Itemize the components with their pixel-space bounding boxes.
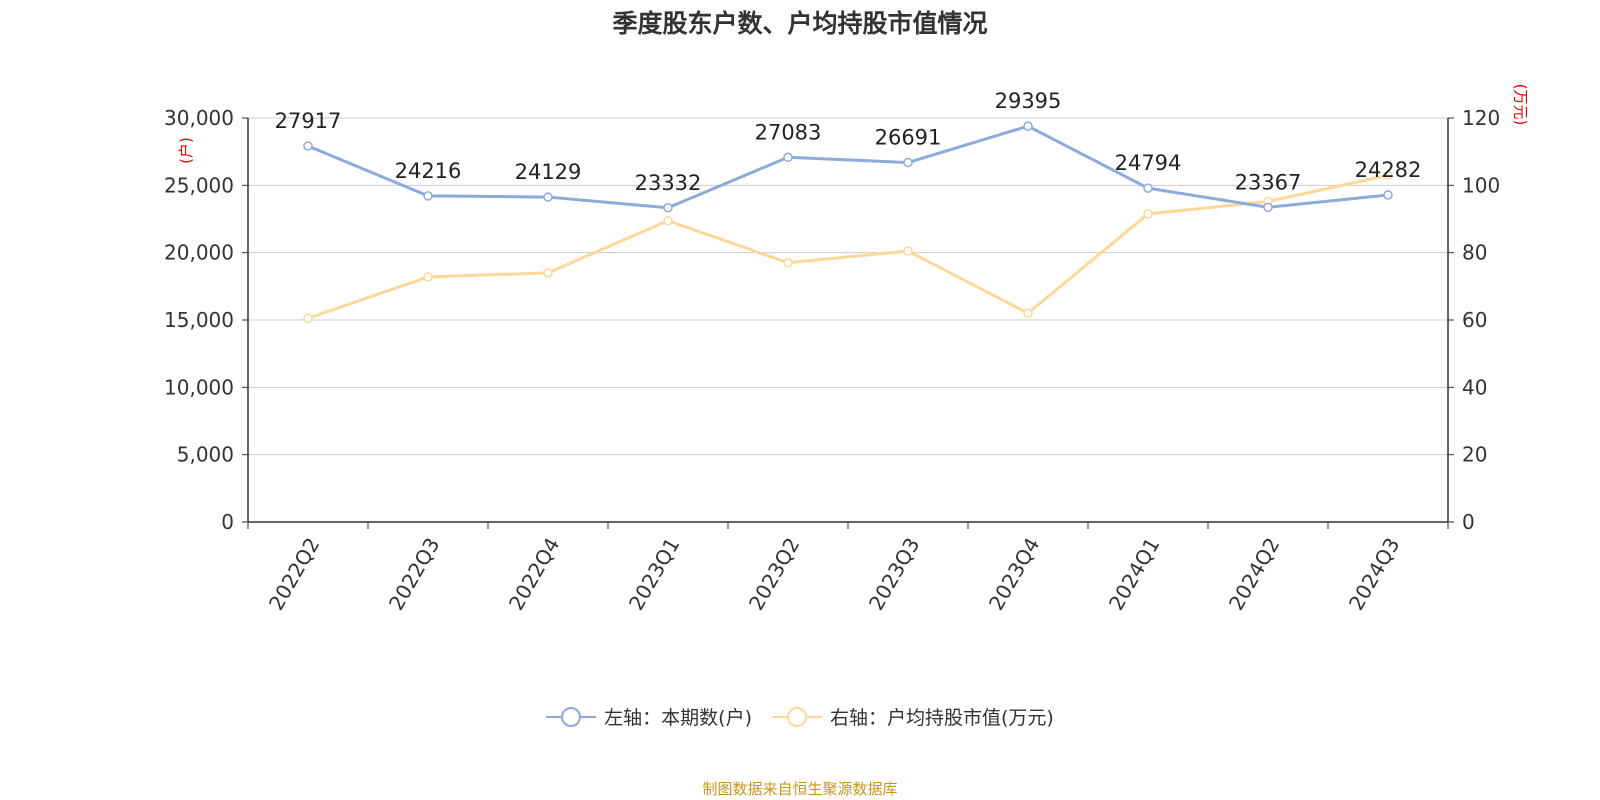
avg-market-value-series-point bbox=[303, 313, 313, 324]
left-axis-tick-label: 25,000 bbox=[164, 173, 234, 197]
x-axis-category-label: 2024Q2 bbox=[1224, 534, 1284, 615]
data-label: 26691 bbox=[875, 126, 942, 150]
avg-market-value-series-point bbox=[903, 246, 913, 256]
right-axis-tick-label: 80 bbox=[1462, 241, 1487, 265]
x-axis-category-label: 2023Q2 bbox=[744, 534, 804, 615]
left-axis-tick-label: 30,000 bbox=[164, 106, 234, 130]
data-label: 24794 bbox=[1115, 151, 1182, 175]
legend-right-series-label: 右轴：户均持股市值(万元) bbox=[830, 707, 1054, 729]
x-axis-category-label: 2023Q3 bbox=[864, 534, 924, 615]
shareholder-count-series-point bbox=[423, 191, 433, 201]
avg-market-value-series-point bbox=[1143, 209, 1153, 219]
shareholder-count-series-point bbox=[1143, 183, 1153, 193]
legend-left-series-label: 左轴：本期数(户) bbox=[604, 707, 752, 729]
shareholder-count-series-point bbox=[903, 157, 913, 168]
shareholder-count-series-point bbox=[303, 141, 313, 151]
right-axis-tick-label: 60 bbox=[1462, 308, 1487, 332]
x-axis-category-label: 2022Q3 bbox=[384, 534, 444, 615]
left-axis-tick-label: 20,000 bbox=[164, 241, 234, 265]
x-axis-category-label: 2022Q2 bbox=[264, 534, 324, 615]
data-label: 24282 bbox=[1355, 158, 1422, 182]
legend-item-left-series[interactable]: 左轴：本期数(户) bbox=[546, 703, 752, 730]
legend-item-right-series[interactable]: 右轴：户均持股市值(万元) bbox=[772, 703, 1054, 730]
avg-market-value-series-line bbox=[307, 173, 1389, 320]
shareholder-count-series-point bbox=[1263, 202, 1273, 213]
right-axis-tick-label: 20 bbox=[1462, 443, 1487, 467]
data-source-note: 制图数据来自恒生聚源数据库 bbox=[702, 780, 898, 798]
chart-title: 季度股东户数、户均持股市值情况 bbox=[612, 9, 988, 38]
legend: 左轴：本期数(户) 右轴：户均持股市值(万元) bbox=[0, 703, 1600, 730]
left-axis-tick-label: 10,000 bbox=[164, 375, 234, 399]
legend-right-series-marker-icon bbox=[772, 706, 822, 727]
x-axis-category-label: 2023Q1 bbox=[624, 534, 684, 615]
x-axis-category-label: 2024Q3 bbox=[1344, 534, 1404, 615]
x-axis-category-label: 2022Q4 bbox=[504, 534, 564, 615]
shareholder-count-series-point bbox=[783, 152, 793, 163]
right-axis-tick-label: 120 bbox=[1462, 106, 1500, 130]
shareholder-count-series-point bbox=[543, 192, 553, 202]
shareholder-count-series-line bbox=[307, 124, 1389, 210]
right-axis-tick-label: 100 bbox=[1462, 173, 1500, 197]
right-axis-unit: (万元) bbox=[1511, 83, 1530, 126]
legend-left-series-marker-icon bbox=[546, 706, 597, 727]
data-label: 24216 bbox=[395, 159, 462, 183]
left-axis-unit: (户) bbox=[176, 137, 195, 164]
avg-market-value-series-point bbox=[423, 272, 433, 282]
data-label: 23332 bbox=[635, 171, 702, 195]
shareholder-count-series-point bbox=[1023, 121, 1033, 131]
x-axis-category-label: 2023Q4 bbox=[984, 534, 1044, 615]
shareholder-count-series-point bbox=[663, 203, 673, 213]
right-axis-tick-label: 40 bbox=[1462, 375, 1487, 399]
right-axis-tick-label: 0 bbox=[1462, 510, 1475, 534]
left-axis-tick-label: 5,000 bbox=[177, 443, 234, 467]
data-label: 27917 bbox=[275, 109, 342, 133]
avg-market-value-series-point bbox=[1383, 170, 1393, 180]
avg-market-value-series-point bbox=[783, 258, 793, 268]
x-axis-category-label: 2024Q1 bbox=[1104, 534, 1164, 615]
data-label: 24129 bbox=[515, 160, 582, 184]
data-label: 27083 bbox=[755, 120, 822, 144]
avg-market-value-series-point bbox=[663, 215, 673, 226]
avg-market-value-series-point bbox=[543, 268, 553, 278]
left-axis-tick-label: 0 bbox=[221, 510, 234, 534]
data-label: 23367 bbox=[1235, 170, 1302, 194]
left-axis-tick-label: 15,000 bbox=[164, 308, 234, 332]
avg-market-value-series-point bbox=[1023, 308, 1033, 319]
shareholder-count-series-point bbox=[1383, 190, 1393, 200]
data-label: 29395 bbox=[995, 89, 1062, 113]
